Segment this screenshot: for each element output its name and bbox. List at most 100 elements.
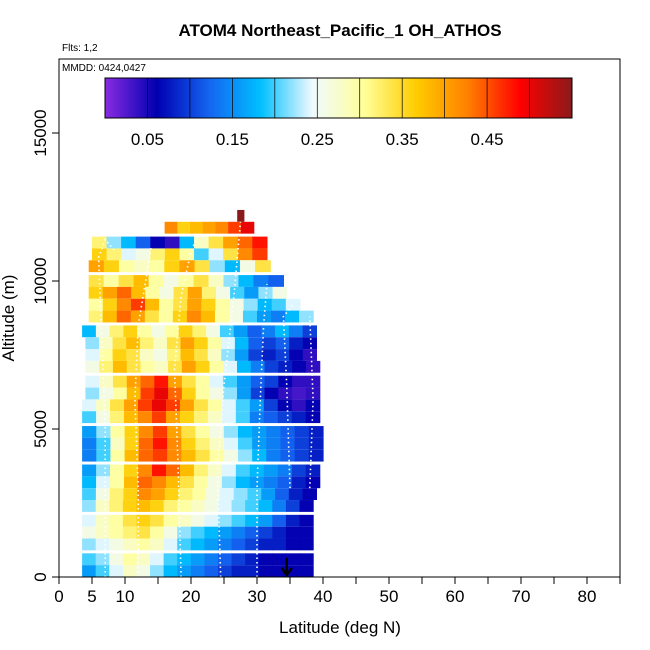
flight-track [173, 236, 199, 578]
heat-cell [292, 375, 307, 388]
heat-cell [219, 488, 235, 501]
heat-cell [231, 565, 246, 577]
heat-cell [136, 553, 151, 566]
heat-cell [237, 375, 252, 388]
heat-cell [193, 476, 209, 489]
heat-cell [215, 286, 231, 299]
heat-cell [204, 565, 219, 577]
heat-cell [103, 260, 120, 273]
heat-cell [82, 553, 97, 566]
heat-cell [294, 449, 310, 462]
heat-cell [126, 349, 141, 361]
heat-cell [209, 437, 225, 450]
heat-cell [223, 275, 240, 287]
heat-cell [145, 286, 161, 299]
heat-cell [204, 526, 219, 539]
heat-cell [181, 387, 197, 400]
heat-cell [257, 310, 272, 323]
heat-cell [163, 275, 180, 287]
flights-annotation: Flts: 1,2 [62, 43, 98, 54]
heat-cell [250, 387, 266, 400]
heat-cell [249, 411, 265, 424]
heat-cell [177, 500, 192, 512]
heat-cell [285, 500, 301, 512]
heat-cell [178, 488, 193, 501]
x-tick-label: 50 [380, 587, 399, 606]
heat-cell [152, 449, 168, 462]
heat-cell [258, 526, 273, 539]
heat-cell [82, 437, 97, 450]
heat-cell [308, 449, 324, 462]
heat-cell [168, 360, 183, 373]
heat-cell [278, 387, 293, 400]
heat-cell [82, 325, 97, 338]
heat-cell [294, 437, 310, 450]
heat-cell [138, 437, 154, 450]
heat-cell [266, 449, 282, 462]
heat-cell [163, 500, 178, 512]
colorbar-ticks: 0.05 0.15 0.25 0.35 0.45 [131, 130, 504, 149]
heat-cell [99, 387, 114, 400]
heat-cell [187, 298, 202, 311]
heat-cell [178, 275, 195, 287]
heat-cell [223, 248, 239, 261]
heat-cell [195, 375, 211, 388]
heat-cell [164, 488, 180, 501]
heat-cell [245, 538, 260, 551]
heat-cell [136, 565, 151, 577]
heat-cell [110, 476, 125, 489]
heat-cell [177, 514, 192, 527]
heat-cell [163, 565, 178, 577]
heat-cell [95, 526, 110, 539]
heat-cell [209, 375, 224, 388]
heat-cell [208, 248, 224, 261]
y-tick-label: 10000 [31, 257, 50, 304]
heat-cell [150, 248, 166, 261]
x-tick-label: 70 [512, 587, 531, 606]
heat-cell [195, 360, 211, 373]
colorbar-tick-label: 0.05 [131, 130, 164, 149]
heat-cell [234, 349, 250, 361]
heat-cell [103, 275, 120, 287]
heat-cell [118, 275, 135, 287]
heat-cell [136, 514, 151, 527]
heat-cell [179, 236, 195, 249]
heat-cell [173, 286, 189, 299]
heat-cell [215, 298, 231, 311]
heat-cell [82, 449, 97, 462]
heat-cell [209, 360, 224, 373]
heat-cell [240, 221, 255, 234]
heat-cell [96, 476, 111, 489]
heat-cell [285, 514, 301, 527]
heat-cell [164, 236, 181, 249]
mmdd-annotation: MMDD: 0424,0427 [62, 63, 146, 74]
heat-cell [277, 399, 293, 412]
heat-cell [106, 248, 122, 261]
x-tick-label: 60 [446, 587, 465, 606]
heat-cell [204, 553, 219, 566]
heat-cell [179, 476, 195, 489]
heat-cell [237, 437, 253, 450]
heat-cell [275, 349, 290, 361]
heat-cell [109, 526, 124, 539]
heat-cell [109, 500, 124, 512]
heat-cell [122, 565, 138, 577]
heat-cell [82, 476, 97, 489]
heat-cell [217, 500, 233, 512]
heat-cell [153, 349, 168, 361]
heat-cell [186, 310, 202, 323]
heat-cell [88, 275, 105, 287]
colorbar: 0.05 0.15 0.25 0.35 0.45 [104, 77, 573, 149]
heat-cell [110, 437, 126, 450]
heat-cell [200, 310, 216, 323]
heat-cell [109, 538, 124, 551]
heat-cell [221, 399, 237, 412]
heat-cell [288, 325, 304, 338]
heat-cell [289, 337, 304, 350]
heat-cell [149, 260, 165, 273]
heat-cell [144, 310, 160, 323]
heat-cell [152, 426, 168, 438]
heat-cell [207, 411, 223, 424]
heat-cell [139, 337, 154, 350]
x-tick-label: 40 [314, 587, 333, 606]
